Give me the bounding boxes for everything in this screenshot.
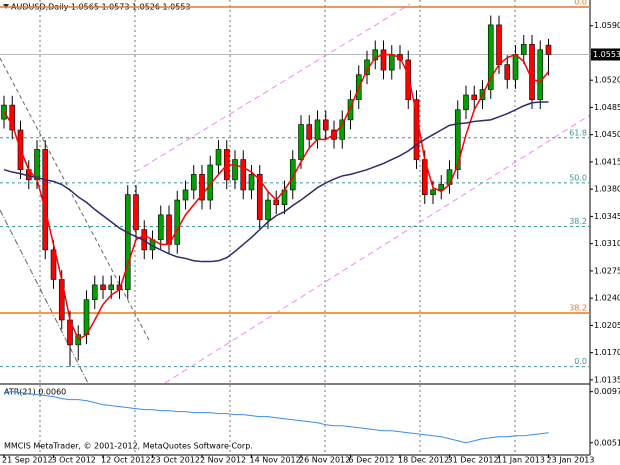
- candle-body: [91, 284, 98, 301]
- candle-body: [306, 124, 313, 140]
- candle-body: [100, 284, 106, 290]
- y-tick-label: 1.0450: [594, 130, 620, 139]
- y-tick-label: 1.0275: [594, 266, 620, 275]
- candle-body: [487, 24, 494, 90]
- candle-body: [438, 184, 445, 191]
- x-tick-label: 11 Jan 2013: [497, 456, 545, 465]
- candle-body: [133, 194, 139, 230]
- fib-label: 38.2: [569, 217, 587, 226]
- x-tick-label: 31 Dec 2012: [448, 456, 499, 465]
- y-tick-label: 1.0135: [594, 375, 620, 384]
- candle-body: [322, 119, 329, 131]
- candle-body: [545, 44, 552, 55]
- candle-body: [289, 159, 296, 191]
- x-tick-label: 23 Oct 2012: [151, 456, 200, 465]
- y-tick-label: 1.0170: [594, 348, 620, 357]
- candle-body: [265, 199, 271, 220]
- x-tick-label: 12 Oct 2012: [101, 456, 150, 465]
- indicator-title: ATR(21) 0.0060: [4, 388, 66, 397]
- y-tick-label: 1.0310: [594, 239, 620, 248]
- candle-body: [314, 119, 321, 140]
- y-tick-label: 1.0590: [594, 21, 620, 30]
- y-tick-label: 1.0380: [594, 185, 620, 194]
- fib-label: 50.0: [569, 173, 587, 182]
- y-tick-label: 1.0520: [594, 76, 620, 85]
- candle-body: [537, 49, 544, 100]
- candle-body: [405, 59, 412, 100]
- candle-body: [454, 109, 461, 171]
- channel-line: [134, 3, 411, 173]
- trend-line: [0, 57, 151, 343]
- candle-body: [463, 94, 469, 111]
- bid-label: 1.0553: [593, 50, 620, 59]
- fib-label: 0.0: [574, 357, 587, 366]
- moving-average: [3, 101, 549, 263]
- indicator-tick-label: 0.0097: [594, 387, 620, 396]
- candle-body: [199, 174, 205, 201]
- candle-body: [42, 149, 49, 251]
- fib-label: 0.0: [574, 0, 587, 7]
- moving-average: [3, 53, 550, 341]
- x-tick-label: 3 Oct 2012: [52, 456, 96, 465]
- y-tick-label: 1.0205: [594, 321, 620, 330]
- candle-body: [380, 49, 387, 71]
- candle-body: [174, 199, 181, 245]
- candle-body: [157, 214, 164, 241]
- candle-body: [108, 284, 115, 290]
- candle-body: [232, 159, 238, 181]
- trendlines: [0, 3, 591, 384]
- candle-body: [215, 149, 222, 166]
- candle-body: [83, 299, 90, 336]
- x-tick-label: 18 Dec 2012: [398, 456, 449, 465]
- candle-body: [124, 194, 131, 290]
- candle-body: [512, 54, 519, 80]
- y-tick-label: 1.0485: [594, 103, 620, 112]
- x-tick-label: 26 Nov 2012: [299, 456, 350, 465]
- candle-body: [50, 249, 57, 280]
- candle-body: [298, 124, 304, 160]
- indicator-line: [3, 391, 549, 444]
- y-tick-label: 1.0415: [594, 157, 620, 166]
- candle-body: [9, 104, 16, 131]
- candle-body: [520, 44, 527, 55]
- fib-label: 61.8: [569, 128, 587, 137]
- candle-body: [529, 44, 535, 100]
- candle-body: [347, 99, 354, 121]
- candle-body: [240, 159, 247, 191]
- x-tick-label: 6 Dec 2012: [349, 456, 395, 465]
- footer: MMCIS MetaTrader, © 2001-2012, MetaQuote…: [4, 442, 253, 451]
- fib-label: 38.2: [569, 303, 587, 312]
- x-tick-label: 2 Nov 2012: [200, 456, 246, 465]
- y-tick-label: 1.0345: [594, 212, 620, 221]
- candle-body: [430, 189, 436, 195]
- candle-body: [182, 189, 189, 201]
- candle-body: [339, 119, 346, 140]
- x-tick-label: 23 Jan 2013: [547, 456, 595, 465]
- candle-body: [388, 54, 395, 71]
- candle-body: [504, 64, 511, 80]
- bid-label-box: [591, 48, 620, 61]
- candle-body: [34, 149, 40, 181]
- candle-body: [256, 174, 263, 220]
- candle-body: [496, 24, 502, 65]
- candle-body: [190, 174, 197, 191]
- x-tick-label: 14 Nov 2012: [250, 456, 301, 465]
- x-tick-label: 21 Sep 2012: [2, 456, 53, 465]
- y-tick-label: 1.0240: [594, 294, 620, 303]
- candle-body: [471, 94, 478, 100]
- candle-body: [1, 104, 7, 120]
- candle-body: [248, 174, 255, 191]
- indicator-tick-label: 0.0051: [594, 438, 620, 447]
- channel-line: [164, 114, 591, 384]
- candle-body: [372, 49, 379, 61]
